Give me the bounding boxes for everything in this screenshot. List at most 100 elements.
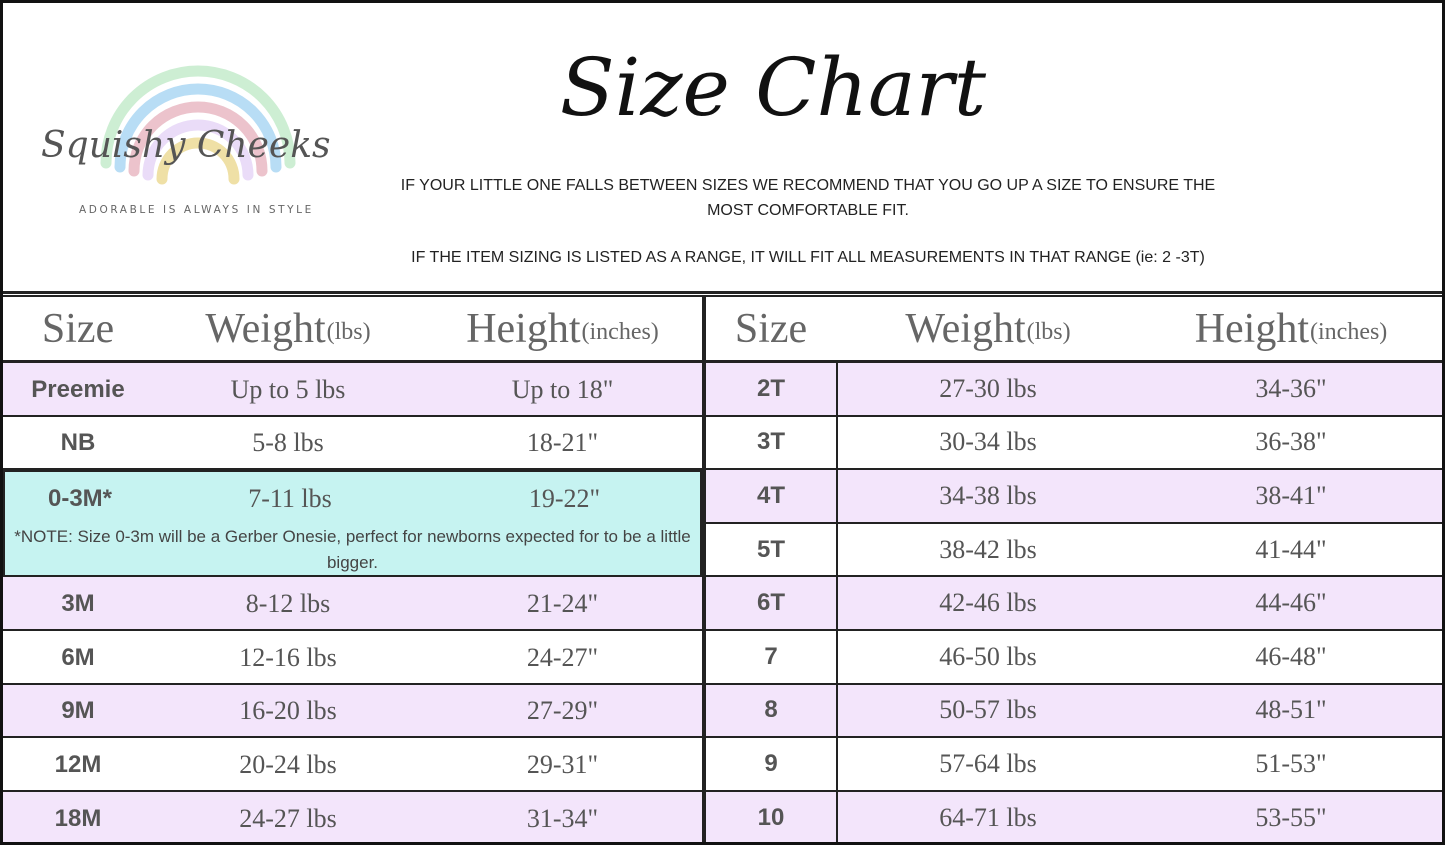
rainbow-arc <box>156 137 240 185</box>
table-row: 6T 42-46 lbs 44-46" <box>706 577 1442 631</box>
size-cell: 3T <box>756 428 785 456</box>
table-row: 9M 16-20 lbs 27-29" <box>3 684 702 739</box>
table-row: 0-3M* 7-11 lbs 19-22" *NOTE: Size 0-3m will… <box>3 470 702 578</box>
table-row: 12M 20-24 lbs 29-31" <box>3 738 702 792</box>
height-cell: 51-53" <box>1255 748 1327 778</box>
logo-script-text: Squishy Cheeks <box>41 125 331 166</box>
table-row: 3M 8-12 lbs 21-24" <box>3 577 702 631</box>
height-cell: 41-44" <box>1255 534 1327 564</box>
height-cell: 46-48" <box>1255 641 1327 671</box>
table-row: 8 50-57 lbs 48-51" <box>706 684 1442 739</box>
height-cell: Up to 18" <box>511 374 614 404</box>
weight-cell: Up to 5 lbs <box>230 374 346 404</box>
size-cell: Preemie <box>31 375 125 403</box>
size-cell: 9 <box>764 749 778 777</box>
weight-cell: 64-71 lbs <box>939 802 1037 832</box>
weight-cell: 30-34 lbs <box>939 427 1037 457</box>
brand-logo: Squishy Cheeks ADORABLE IS ALWAYS IN STY… <box>33 58 363 228</box>
table-row: 3T 30-34 lbs 36-38" <box>706 416 1442 471</box>
left-header-weight: Weight (lbs) <box>153 297 423 363</box>
right-header-weight: Weight (lbs) <box>836 297 1140 363</box>
header-weight-unit: (lbs) <box>326 319 371 345</box>
size-cell: 3M <box>61 590 95 618</box>
header-height-unit: (inches) <box>1310 319 1388 345</box>
logo-tagline: ADORABLE IS ALWAYS IN STYLE <box>79 204 314 216</box>
height-cell: 48-51" <box>1255 695 1327 725</box>
size-cell: 6M <box>61 643 95 671</box>
rainbow-arc <box>142 119 254 181</box>
height-cell: 21-24" <box>526 589 599 619</box>
table-column-divider <box>702 297 706 842</box>
weight-cell: 12-16 lbs <box>239 642 337 672</box>
size-cell: 2T <box>756 374 785 402</box>
height-cell: 29-31" <box>526 749 599 779</box>
header-weight-label: Weight <box>205 305 326 352</box>
size-cell: 0-3M* <box>47 484 113 512</box>
weight-cell: 27-30 lbs <box>939 373 1037 403</box>
header-size-label: Size <box>734 305 808 352</box>
weight-cell: 46-50 lbs <box>939 641 1037 671</box>
table-row: NB 5-8 lbs 18-21" <box>3 416 702 471</box>
size-cell: 12M <box>54 750 102 778</box>
height-cell: 24-27" <box>526 642 599 672</box>
weight-cell: 57-64 lbs <box>939 748 1037 778</box>
weight-cell: 38-42 lbs <box>939 534 1037 564</box>
weight-cell: 50-57 lbs <box>939 695 1037 725</box>
right-size-column-divider <box>836 363 838 842</box>
sizing-note-range: IF THE ITEM SIZING IS LISTED AS A RANGE,… <box>411 249 1205 266</box>
sizing-note-between: IF YOUR LITTLE ONE FALLS BETWEEN SIZES W… <box>400 177 1216 219</box>
header-size-label: Size <box>41 305 115 352</box>
right-header-height: Height (inches) <box>1140 297 1442 363</box>
left-header-size: Size <box>3 297 153 363</box>
size-cell: NB <box>60 429 96 457</box>
page-title: Size Chart <box>559 41 987 134</box>
rainbow-arc <box>100 65 296 169</box>
table-row: 7 46-50 lbs 46-48" <box>706 631 1442 685</box>
table-row: 6M 12-16 lbs 24-27" <box>3 631 702 685</box>
table-row: 10 64-71 lbs 53-55" <box>706 791 1442 842</box>
size-cell: 9M <box>61 697 95 725</box>
weight-cell: 20-24 lbs <box>239 749 337 779</box>
header-height-label: Height <box>466 305 581 352</box>
weight-cell: 34-38 lbs <box>939 480 1037 510</box>
size-cell: 8 <box>764 696 778 724</box>
size-note: *NOTE: Size 0-3m will be a Gerber Onesie… <box>14 527 691 573</box>
table-row: 18M 24-27 lbs 31-34" <box>3 791 702 842</box>
weight-cell: 24-27 lbs <box>239 803 337 833</box>
rainbow-arc <box>128 101 268 177</box>
weight-cell: 16-20 lbs <box>239 696 337 726</box>
size-cell: 7 <box>764 642 778 670</box>
left-header-height: Height (inches) <box>423 297 702 363</box>
header-weight-label: Weight <box>905 305 1026 352</box>
rainbow-arc <box>114 83 282 173</box>
header-height-label: Height <box>1194 305 1309 352</box>
table-row: 5T 38-42 lbs 41-44" <box>706 523 1442 578</box>
size-cell: 10 <box>757 803 785 831</box>
height-cell: 36-38" <box>1255 427 1327 457</box>
size-cell: 18M <box>54 804 102 832</box>
table-row: 4T 34-38 lbs 38-41" <box>706 470 1442 524</box>
height-cell: 27-29" <box>526 696 599 726</box>
right-header-size: Size <box>706 297 836 363</box>
header-divider <box>3 291 1442 297</box>
height-cell: 44-46" <box>1255 588 1327 618</box>
table-row: 9 57-64 lbs 51-53" <box>706 738 1442 792</box>
height-cell: 53-55" <box>1255 802 1327 832</box>
table-row: 2T 27-30 lbs 34-36" <box>706 363 1442 417</box>
size-cell: 6T <box>756 589 785 617</box>
height-cell: 31-34" <box>526 803 599 833</box>
weight-cell: 7-11 lbs <box>248 483 332 513</box>
weight-cell: 42-46 lbs <box>939 588 1037 618</box>
height-cell: 19-22" <box>528 483 601 513</box>
header-weight-unit: (lbs) <box>1026 319 1071 345</box>
height-cell: 38-41" <box>1255 480 1327 510</box>
size-cell: 4T <box>756 481 785 509</box>
height-cell: 34-36" <box>1255 373 1327 403</box>
size-cell: 5T <box>756 535 785 563</box>
header-height-unit: (inches) <box>581 319 659 345</box>
weight-cell: 8-12 lbs <box>245 589 331 619</box>
table-row: Preemie Up to 5 lbs Up to 18" <box>3 363 702 417</box>
rainbow-icon <box>100 65 296 185</box>
height-cell: 18-21" <box>526 428 599 458</box>
